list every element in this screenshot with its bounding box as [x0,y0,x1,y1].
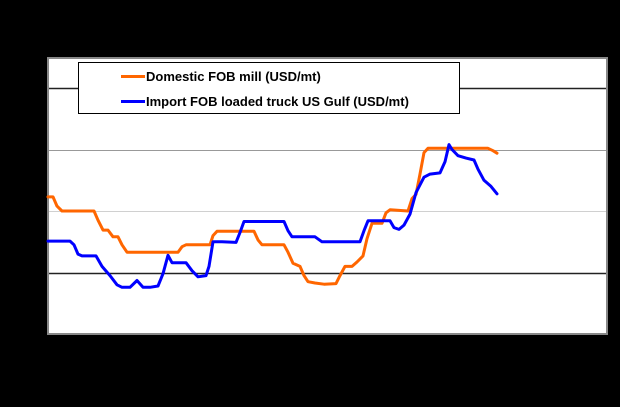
legend: Domestic FOB mill (USD/mt) Import FOB lo… [78,62,460,114]
legend-swatch-import [121,99,145,103]
legend-item-domestic: Domestic FOB mill (USD/mt) [121,66,321,86]
legend-label-domestic: Domestic FOB mill (USD/mt) [146,68,321,84]
legend-label-import: Import FOB loaded truck US Gulf (USD/mt) [146,93,409,109]
legend-item-import: Import FOB loaded truck US Gulf (USD/mt) [121,91,409,111]
legend-swatch-domestic [121,74,145,78]
series-lines [46,143,499,289]
series-import-line [46,143,499,289]
